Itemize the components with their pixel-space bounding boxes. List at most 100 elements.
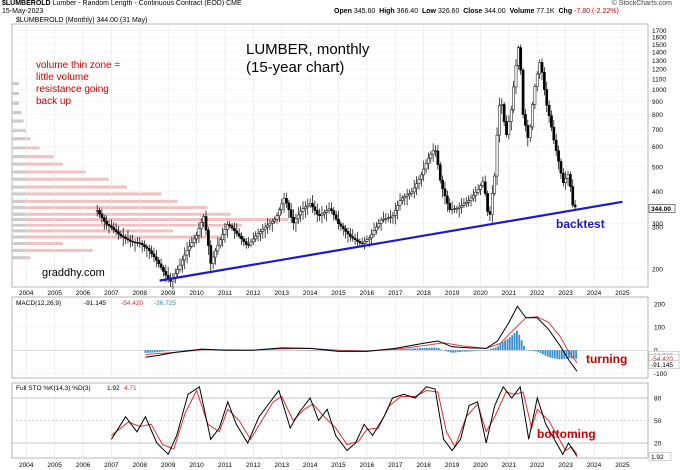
price-candle-body — [483, 181, 487, 194]
price-candle-body — [266, 224, 269, 228]
macd-histogram-bar — [269, 349, 272, 351]
price-candle-body — [289, 209, 293, 218]
price-candle-body — [251, 238, 255, 243]
price-candle-body — [472, 194, 475, 199]
price-candle-body — [526, 125, 530, 138]
macd-histogram-bar — [184, 349, 187, 351]
macd-histogram-bar — [312, 350, 315, 351]
price-candle-body — [486, 193, 489, 212]
price-candle-body — [190, 242, 194, 247]
macd-histogram-bar — [452, 350, 454, 353]
price-candle-body — [221, 234, 224, 240]
price-candle-body — [533, 86, 537, 105]
price-candle-body — [446, 195, 449, 204]
volume-by-price-bar-grey — [12, 235, 26, 239]
price-candle-body — [493, 175, 497, 194]
price-candle-body — [287, 202, 291, 210]
price-candle-body — [114, 229, 118, 233]
price-candle-body — [152, 253, 156, 258]
macd-histogram-bar — [144, 350, 147, 354]
x-tick-label: 2023 — [558, 290, 573, 297]
macd-histogram-bar — [182, 349, 185, 351]
x-tick-label: 2012 — [246, 290, 261, 297]
x-tick-label: 2017 — [388, 462, 403, 469]
price-candle-body — [218, 239, 222, 246]
price-candle-body — [455, 208, 459, 210]
macd-histogram-bar — [480, 350, 483, 351]
price-y-tick: 600 — [652, 144, 663, 151]
macd-histogram-bar — [539, 350, 542, 354]
low-value: 326.60 — [437, 8, 460, 15]
macd-histogram-bar — [260, 350, 263, 351]
price-candle-body — [181, 259, 184, 266]
price-candle-body — [128, 239, 132, 242]
volume-by-price-bar-grey — [12, 170, 26, 174]
price-candle-body — [386, 217, 390, 219]
macd-histogram-bar — [471, 350, 473, 352]
price-candle-body — [339, 223, 343, 227]
macd-histogram-bar — [442, 350, 445, 351]
price-candle-body — [384, 218, 388, 220]
macd-histogram-bar — [530, 350, 533, 351]
price-candle-body — [405, 194, 409, 197]
price-candle-body — [365, 239, 369, 242]
price-candle-body — [500, 104, 504, 106]
volume-by-price-bar-grey — [12, 137, 26, 141]
price-candle-body — [391, 215, 395, 218]
price-candle-body — [382, 219, 385, 221]
price-candle-body — [516, 47, 520, 66]
macd-histogram-bar — [421, 347, 424, 351]
sto-d-line — [111, 389, 578, 455]
volume-by-price-bar-grey — [12, 218, 26, 222]
price-candle-body — [121, 235, 125, 238]
price-candle-body — [360, 242, 364, 245]
macd-histogram-bar — [338, 350, 341, 352]
price-candle-body — [308, 203, 312, 206]
macd-histogram-bar — [430, 347, 433, 351]
turning-label: turning — [586, 352, 627, 366]
price-candle-body — [495, 134, 499, 177]
header-date: 15-May-2023 — [2, 8, 44, 15]
volume-by-price-bar-grey — [12, 155, 26, 159]
price-candle-body — [540, 62, 544, 73]
x-tick-label: 2019 — [445, 290, 460, 297]
backtest-label: backtest — [556, 217, 605, 231]
price-candle-body — [273, 219, 276, 222]
x-tick-label: 2021 — [502, 462, 517, 469]
volume-by-price-bar — [12, 177, 109, 181]
macd-panel: -1000100200MACD(12,26,9)-91.145-54.420-3… — [12, 300, 680, 378]
price-candle-body — [254, 235, 258, 240]
macd-histogram-bar — [447, 350, 450, 352]
macd-histogram-bar — [258, 350, 260, 351]
macd-histogram-bar — [146, 350, 149, 353]
macd-histogram-bar — [272, 349, 275, 351]
price-candle-body — [268, 222, 272, 226]
macd-histogram-bar — [359, 350, 362, 351]
price-candle-body — [230, 225, 234, 229]
macd-histogram-bar — [163, 350, 166, 352]
macd-histogram-bar — [303, 350, 305, 351]
price-candle-body — [261, 228, 265, 232]
macd-histogram-bar — [553, 350, 556, 359]
header-source: © StockCharts.com — [611, 0, 672, 7]
macd-histogram-bar — [551, 350, 554, 358]
macd-histogram-bar — [319, 350, 322, 351]
macd-histogram-bar — [366, 350, 369, 351]
macd-histogram-bar — [572, 350, 575, 359]
x-tick-label: 2017 — [388, 290, 403, 297]
macd-histogram-bar — [492, 348, 495, 351]
macd-histogram-bar — [322, 350, 324, 351]
macd-panel-frame — [11, 296, 649, 379]
macd-histogram-bar — [177, 350, 180, 351]
macd-histogram-bar — [537, 350, 540, 352]
price-candle-body — [214, 250, 217, 258]
price-candle-body — [159, 263, 163, 268]
x-tick-label: 2004 — [19, 462, 34, 469]
price-candle-body — [519, 47, 523, 71]
volume-by-price-bar-grey — [12, 192, 26, 196]
price-candle-body — [389, 216, 392, 219]
high-value: 366.40 — [396, 8, 419, 15]
macd-histogram-bar — [284, 349, 286, 351]
macd-histogram-bar — [428, 347, 431, 351]
price-candle-body — [438, 164, 442, 181]
